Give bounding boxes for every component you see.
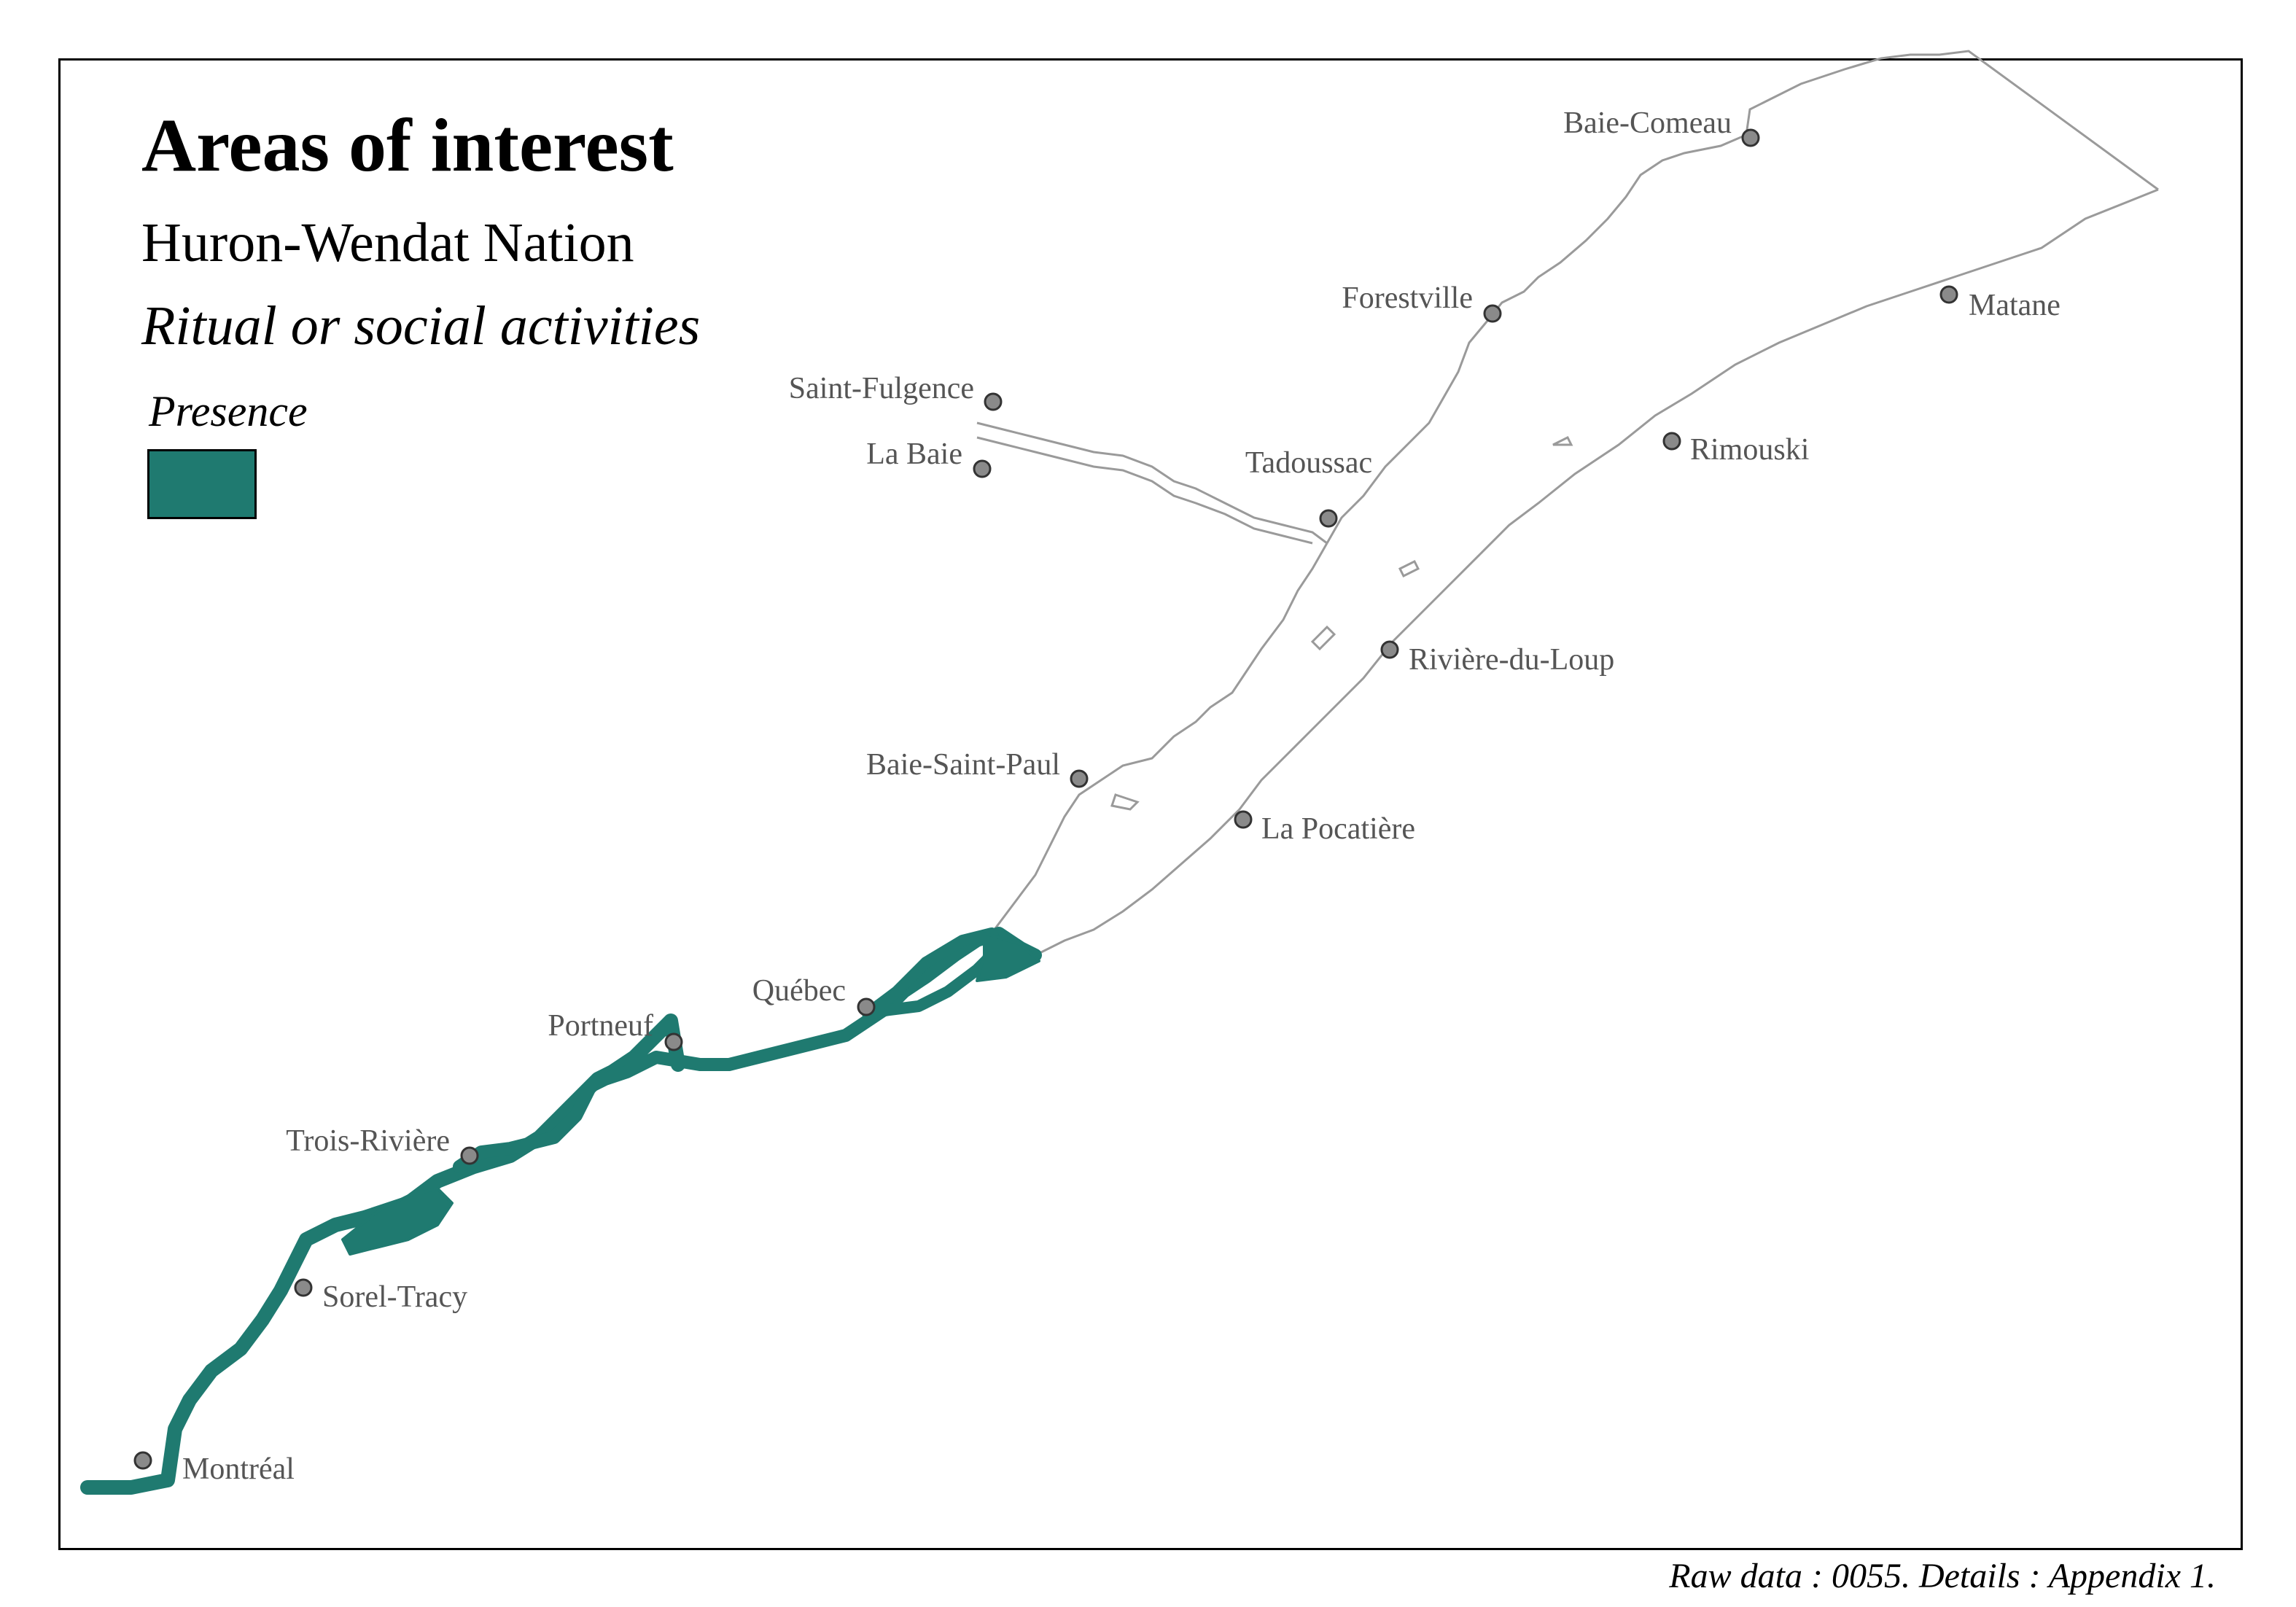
- city-label: Tadoussac: [1245, 446, 1372, 480]
- presence-area: [80, 927, 1042, 1495]
- north-shore-upper-coastline: [990, 542, 1328, 934]
- saguenay-fjord: [976, 421, 1328, 545]
- city-tadoussac: Tadoussac: [1245, 446, 1372, 528]
- city-marker: [1662, 432, 1681, 451]
- city-matane: Matane: [1939, 285, 2060, 322]
- city-la-pocatiere: La Pocatière: [1234, 810, 1415, 846]
- map-subtitle: Huron-Wendat Nation: [141, 212, 634, 273]
- city-label: Rivière-du-Loup: [1409, 643, 1614, 677]
- city-marker: [294, 1278, 313, 1297]
- map-theme: Ritual or social activities: [141, 295, 701, 357]
- city-marker: [1939, 285, 1958, 304]
- presence-corridor-2: [453, 927, 1042, 1173]
- city-marker: [133, 1451, 152, 1470]
- city-marker: [984, 392, 1003, 411]
- city-label: Sorel-Tracy: [322, 1280, 467, 1314]
- city-label: Trois-Rivière: [286, 1124, 450, 1158]
- city-label: La Baie: [866, 437, 962, 471]
- city-label: Montréal: [182, 1452, 295, 1486]
- legend-title: Presence: [149, 387, 308, 435]
- city-label: Saint-Fulgence: [789, 372, 974, 405]
- city-marker: [1234, 810, 1253, 829]
- city-quebec: Québec: [752, 974, 876, 1016]
- city-trois-riviere: Trois-Rivière: [286, 1124, 479, 1165]
- city-portneuf: Portneuf: [548, 1009, 683, 1051]
- city-label: Baie-Comeau: [1563, 106, 1732, 140]
- city-markers: Baie-Comeau Forestville Matane Saint-Ful…: [133, 106, 2060, 1486]
- legend-swatch-presence: [147, 449, 257, 519]
- city-label: Portneuf: [548, 1009, 653, 1043]
- estuary-islands: [1110, 435, 1573, 811]
- city-marker: [664, 1032, 683, 1051]
- map-frame: [58, 58, 2243, 1550]
- city-label: Forestville: [1342, 281, 1473, 315]
- city-marker: [857, 997, 876, 1016]
- city-marker: [973, 459, 992, 478]
- city-label: Rimouski: [1690, 433, 1809, 467]
- city-forestville: Forestville: [1342, 281, 1502, 323]
- city-baie-comeau: Baie-Comeau: [1563, 106, 1760, 147]
- city-marker: [1741, 128, 1760, 147]
- city-label: Matane: [1969, 289, 2060, 322]
- city-la-baie: La Baie: [866, 437, 992, 478]
- city-rimouski: Rimouski: [1662, 432, 1809, 467]
- city-saint-fulgence: Saint-Fulgence: [789, 372, 1003, 411]
- city-label: Baie-Saint-Paul: [866, 748, 1060, 782]
- south-shore-coastline: [1035, 188, 2159, 957]
- city-marker: [1319, 509, 1338, 528]
- north-shore-coastline: [1326, 50, 2159, 544]
- city-marker: [460, 1146, 479, 1165]
- footer-note: Raw data : 0055. Details : Appendix 1.: [1669, 1557, 2216, 1595]
- presence-lake-saint-pierre: [341, 1187, 454, 1256]
- city-marker: [1070, 769, 1089, 788]
- city-marker: [1380, 640, 1399, 659]
- city-riviere-du-loup: Rivière-du-Loup: [1380, 640, 1614, 677]
- city-marker: [1483, 304, 1502, 323]
- city-montreal: Montréal: [133, 1451, 295, 1486]
- city-label: La Pocatière: [1261, 812, 1415, 846]
- map-title: Areas of interest: [141, 104, 674, 187]
- presence-quebec-end: [976, 932, 1040, 982]
- city-baie-saint-paul: Baie-Saint-Paul: [866, 748, 1089, 788]
- city-sorel-tracy: Sorel-Tracy: [294, 1278, 467, 1314]
- city-label: Québec: [752, 974, 846, 1008]
